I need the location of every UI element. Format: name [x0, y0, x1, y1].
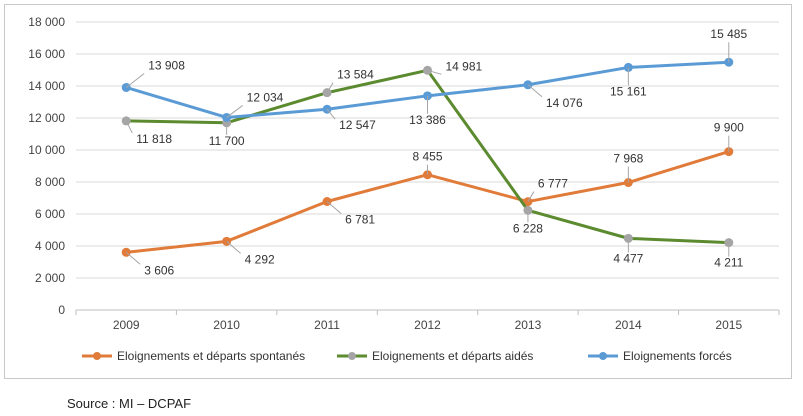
x-tick-label: 2010	[213, 318, 240, 332]
data-label: 4 477	[613, 251, 643, 265]
data-label-leader	[326, 108, 336, 120]
data-label: 13 386	[409, 113, 446, 127]
x-tick-label: 2011	[314, 318, 340, 332]
legend-swatch-marker	[93, 352, 101, 360]
source-note: Source : MI – DCPAF	[67, 396, 192, 411]
chart-frame	[4, 4, 792, 379]
y-tick-label: 16 000	[28, 47, 65, 61]
legend-swatch-marker	[348, 352, 356, 360]
data-label-leader	[125, 73, 145, 88]
data-label-leader	[125, 120, 133, 134]
y-tick-label: 6 000	[35, 207, 65, 221]
y-tick-label: 2 000	[35, 271, 65, 285]
data-label: 13 908	[148, 58, 185, 72]
data-label: 6 781	[345, 213, 375, 227]
legend-label: Eloignements et départs spontanés	[117, 349, 305, 363]
data-label-leader	[527, 84, 543, 98]
x-tick-label: 2013	[515, 318, 542, 332]
data-label: 15 485	[710, 27, 747, 41]
data-label: 4 211	[714, 256, 743, 270]
data-label: 12 034	[247, 90, 284, 104]
y-tick-label: 14 000	[28, 79, 65, 93]
data-label: 12 547	[339, 118, 376, 132]
legend-label: Eloignements et départs aidés	[372, 349, 533, 363]
data-point	[724, 57, 734, 67]
data-label: 6 228	[513, 221, 543, 235]
data-label: 4 292	[245, 252, 275, 266]
x-tick-label: 2014	[615, 318, 642, 332]
line-chart: 0 2 000 4 000 6 000 8 000 10 000 12 000 14 000 1…	[28, 15, 780, 363]
x-tick-label: 2012	[414, 318, 441, 332]
data-label: 14 981	[446, 59, 483, 73]
y-tick-label: 4 000	[35, 239, 65, 253]
data-label: 7 968	[613, 152, 643, 166]
data-label-leader	[326, 201, 342, 214]
x-tick-label: 2015	[715, 318, 742, 332]
y-tick-label: 8 000	[35, 175, 65, 189]
data-label: 6 777	[538, 177, 568, 191]
data-label: 14 076	[546, 96, 583, 110]
y-tick-label: 18 000	[28, 15, 65, 29]
y-tick-label: 10 000	[28, 143, 65, 157]
data-label: 11 818	[136, 132, 172, 146]
y-tick-label: 12 000	[28, 111, 65, 125]
data-label-leader	[427, 69, 442, 75]
data-label-leader	[226, 240, 241, 254]
data-label-leader	[125, 251, 141, 265]
x-tick-label: 2009	[113, 318, 140, 332]
legend-label: Eloignements forcés	[623, 349, 732, 363]
data-label: 13 584	[337, 68, 374, 82]
data-label-leader	[527, 191, 535, 202]
data-label: 8 455	[412, 150, 442, 164]
data-label-leader	[226, 105, 243, 118]
data-label: 9 900	[714, 121, 744, 135]
y-tick-label: 0	[58, 303, 65, 317]
data-label: 15 161	[610, 84, 647, 98]
legend-swatch-marker	[599, 352, 607, 360]
data-label-leader	[326, 82, 334, 93]
data-label: 3 606	[144, 263, 174, 277]
data-label: 11 700	[209, 134, 245, 148]
